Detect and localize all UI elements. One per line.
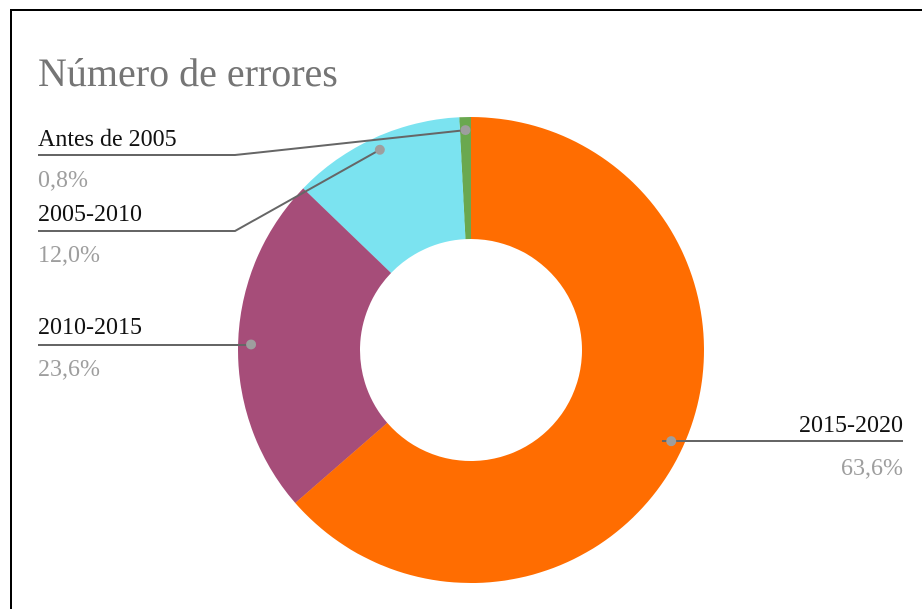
leader-line xyxy=(38,343,252,346)
donut-slice xyxy=(303,117,466,274)
leader-line xyxy=(38,148,381,232)
donut-slice xyxy=(295,117,704,583)
value-label: 0,8% xyxy=(38,167,88,193)
leader-dot xyxy=(246,339,257,350)
slice-label: 2005-2010 xyxy=(38,201,142,227)
chart-title: Número de errores xyxy=(38,50,338,95)
slice-label: 2010-2015 xyxy=(38,314,142,340)
slice-label: 2015-2020 xyxy=(799,412,903,438)
donut-slice xyxy=(459,117,471,240)
value-label: 23,6% xyxy=(38,356,100,382)
leader-dot xyxy=(460,125,471,136)
leader-dot xyxy=(666,436,677,447)
value-label: 12,0% xyxy=(38,242,100,268)
donut-slice xyxy=(237,188,392,503)
slice-label: Antes de 2005 xyxy=(38,126,177,152)
leader-dot xyxy=(374,144,385,155)
leader-line xyxy=(38,129,466,156)
value-label: 63,6% xyxy=(841,455,903,481)
